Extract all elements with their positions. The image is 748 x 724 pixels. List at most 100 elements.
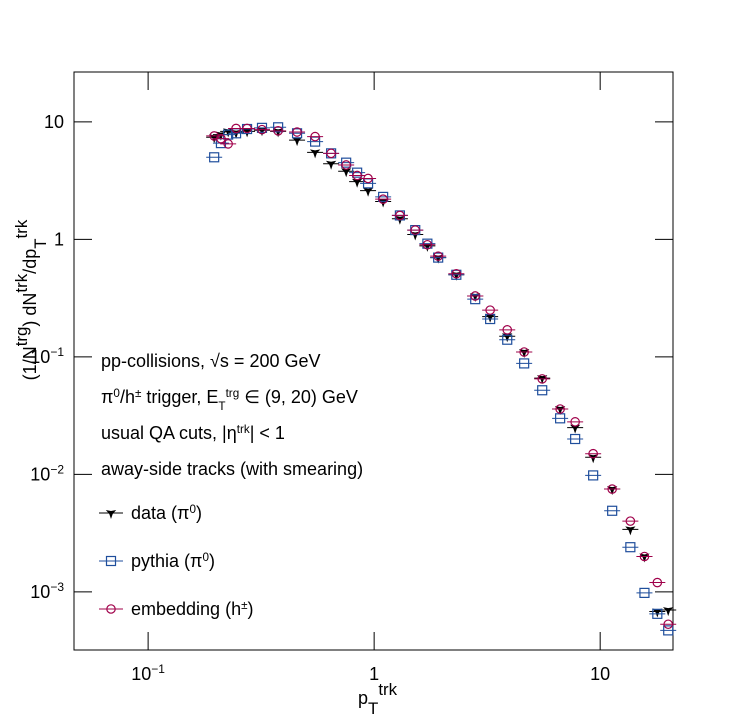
legend-label: embedding (h±) — [131, 599, 254, 620]
text-run: ± — [241, 599, 248, 612]
text-run: pythia (π — [131, 551, 202, 571]
tick-label: 10 — [44, 112, 64, 132]
plot-frame — [73, 71, 674, 651]
marker — [625, 516, 636, 526]
marker — [410, 225, 421, 235]
marker — [433, 254, 444, 264]
marker — [341, 168, 352, 178]
marker — [309, 149, 321, 159]
tick-label-base: 10 — [131, 664, 151, 684]
marker — [502, 325, 513, 335]
marker — [555, 413, 566, 424]
marker — [502, 334, 513, 345]
marker — [273, 122, 284, 133]
marker — [519, 347, 529, 357]
marker — [554, 406, 566, 415]
tick-label: 10−1 — [131, 662, 165, 684]
marker — [352, 170, 362, 181]
marker — [292, 127, 302, 137]
marker — [663, 607, 674, 617]
marker — [607, 505, 618, 516]
tick-label-base: 10 — [30, 347, 50, 367]
marker — [663, 619, 674, 630]
text-run: pp-collisions, — [101, 351, 210, 371]
marker — [378, 194, 388, 204]
marker — [519, 349, 530, 358]
marker — [395, 210, 405, 221]
marker — [537, 385, 548, 396]
marker — [652, 577, 663, 588]
text-run: trg — [12, 327, 31, 347]
text-run: trigger, E — [141, 387, 218, 407]
text-run: trg — [226, 387, 240, 400]
marker — [363, 173, 373, 184]
text-run: | < 1 — [250, 423, 285, 443]
text-run: away-side tracks (with smearing) — [101, 459, 363, 479]
text-run: trk — [12, 219, 31, 238]
y-axis-title: (1/Ntrg) dNtrk/dpTtrk — [12, 219, 50, 380]
marker — [663, 625, 674, 636]
marker — [484, 313, 496, 323]
marker — [607, 486, 618, 496]
marker — [537, 375, 548, 385]
marker — [341, 157, 352, 168]
tick-label-exponent: −1 — [151, 662, 165, 676]
text-run: T — [31, 238, 50, 248]
marker — [209, 152, 220, 163]
marker — [485, 305, 495, 315]
marker — [325, 160, 337, 170]
legend-marker — [105, 555, 117, 567]
tick-label: 10−3 — [30, 580, 64, 602]
text-run: √s = 200 GeV — [210, 351, 320, 371]
tick-label: 10−2 — [30, 462, 64, 484]
marker — [291, 137, 303, 147]
marker — [470, 291, 481, 301]
text-run: ) — [209, 551, 215, 571]
text-run: T — [368, 699, 378, 718]
marker — [352, 167, 363, 178]
marker — [209, 131, 219, 141]
annotation: usual QA cuts, |ηtrk| < 1 — [101, 423, 285, 444]
marker — [652, 608, 663, 619]
annotation: π0/h± trigger, ETtrg ∈ (9, 20) GeV — [101, 387, 358, 413]
legend-label: data (π0) — [131, 503, 202, 524]
text-run: ± — [135, 387, 142, 400]
text-run: π — [101, 387, 113, 407]
marker — [256, 122, 268, 133]
marker — [451, 268, 462, 279]
marker — [433, 251, 443, 261]
marker — [570, 424, 581, 434]
marker — [519, 358, 530, 369]
marker — [652, 608, 663, 618]
marker — [351, 178, 363, 188]
text-run: trk — [12, 273, 31, 292]
tick-label: 10−1 — [30, 345, 64, 367]
text-run: ) dN — [20, 293, 40, 327]
legend-marker — [105, 510, 117, 519]
text-run: (1/N — [20, 346, 40, 380]
text-run: data (π — [131, 503, 189, 523]
marker — [216, 133, 226, 144]
text-run: ) — [196, 503, 202, 523]
text-run: 0 — [113, 387, 120, 400]
marker — [607, 484, 617, 494]
tick-label-exponent: −3 — [50, 580, 64, 594]
tick-label: 1 — [369, 664, 379, 684]
marker — [588, 454, 599, 464]
text-run: trk — [237, 423, 250, 436]
tick-label: 10 — [590, 664, 610, 684]
text-run: 0 — [202, 551, 209, 564]
legend-marker — [106, 604, 116, 614]
tick-label-base: 10 — [30, 464, 50, 484]
annotation: away-side tracks (with smearing) — [101, 459, 363, 479]
tick-label-exponent: −1 — [50, 345, 64, 359]
marker — [422, 239, 433, 250]
text-run: trk — [378, 680, 397, 699]
marker — [242, 123, 252, 134]
marker — [537, 374, 547, 384]
marker — [257, 124, 267, 135]
text-run: 0 — [189, 503, 196, 516]
text-run: ) — [248, 599, 254, 619]
text-run: /h — [120, 387, 135, 407]
